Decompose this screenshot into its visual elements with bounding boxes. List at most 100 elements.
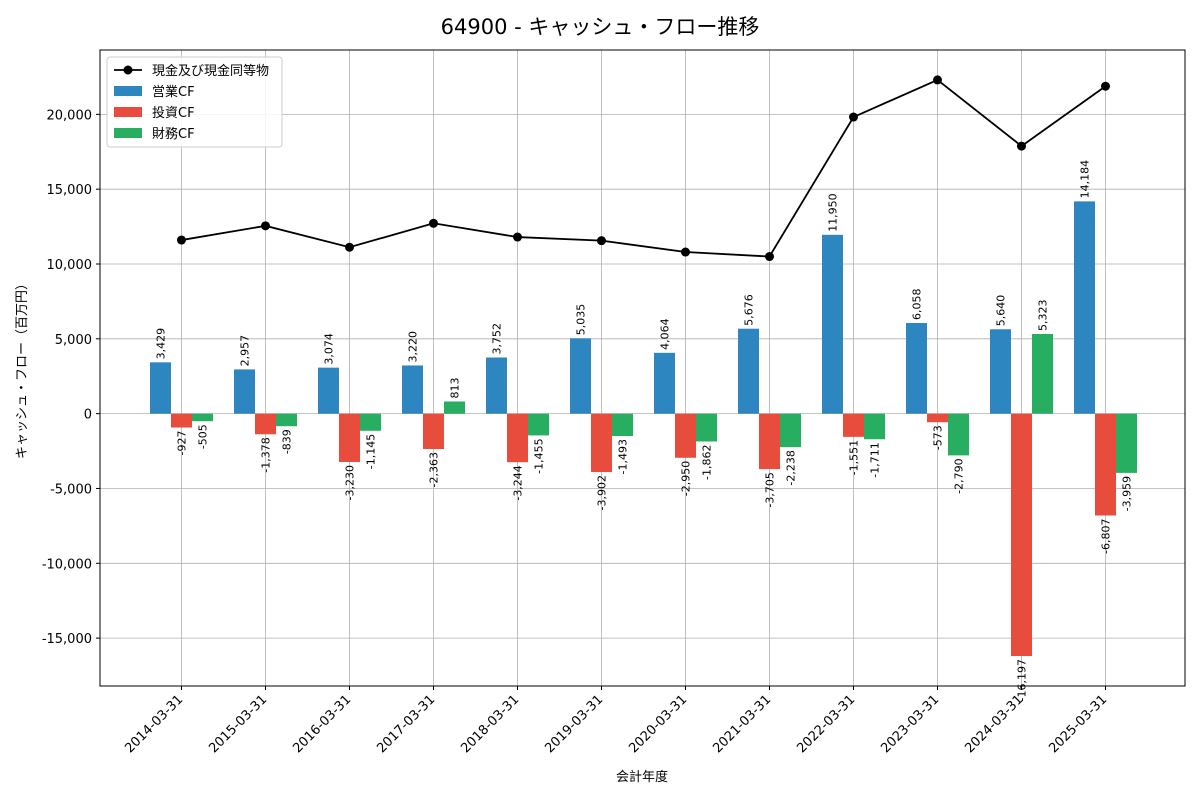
bar-label: -839 bbox=[281, 429, 294, 454]
bar-label: -573 bbox=[932, 425, 945, 450]
y-tick-label: -15,000 bbox=[42, 632, 92, 647]
bar-label: -2,790 bbox=[953, 458, 966, 493]
cash-point-2018-03-31 bbox=[513, 232, 522, 242]
bar-label: -927 bbox=[176, 431, 189, 456]
bar-財務CF-2025-03-31 bbox=[1116, 413, 1137, 473]
x-tick-label: 2017-03-31 bbox=[374, 692, 438, 756]
legend-label: 財務CF bbox=[152, 127, 195, 142]
bar-label: 5,035 bbox=[575, 304, 588, 336]
legend-swatch bbox=[114, 107, 142, 117]
bar-財務CF-2021-03-31 bbox=[780, 413, 801, 448]
bar-営業CF-2019-03-31 bbox=[570, 338, 591, 414]
bar-label: -2,950 bbox=[680, 461, 693, 496]
grid-lines bbox=[100, 50, 1185, 686]
cash-point-2017-03-31 bbox=[429, 218, 438, 228]
bar-label: 5,323 bbox=[1037, 299, 1050, 331]
bar-label: -3,959 bbox=[1121, 476, 1134, 511]
cash-point-2025-03-31 bbox=[1101, 81, 1110, 91]
bar-投資CF-2018-03-31 bbox=[507, 413, 528, 463]
bar-投資CF-2022-03-31 bbox=[843, 413, 864, 437]
cash-point-2016-03-31 bbox=[345, 242, 354, 252]
bar-営業CF-2022-03-31 bbox=[822, 234, 843, 414]
x-tick-label: 2015-03-31 bbox=[206, 692, 270, 756]
bar-営業CF-2016-03-31 bbox=[318, 367, 339, 414]
x-tick-label: 2022-03-31 bbox=[794, 692, 858, 756]
legend-label: 現金及び現金同等物 bbox=[152, 63, 269, 79]
bar-財務CF-2017-03-31 bbox=[444, 401, 465, 414]
bar-財務CF-2016-03-31 bbox=[360, 413, 381, 431]
cash-line bbox=[181, 78, 1107, 258]
y-tick-label: 5,000 bbox=[55, 333, 92, 348]
bar-label: -2,363 bbox=[428, 452, 441, 487]
x-tick-label: 2024-03-31 bbox=[962, 692, 1026, 756]
cash-line-layer bbox=[177, 75, 1110, 262]
bar-label: -2,238 bbox=[785, 450, 798, 485]
y-tick-label: 10,000 bbox=[47, 258, 93, 273]
bar-label: 14,184 bbox=[1079, 160, 1092, 199]
bar-財務CF-2023-03-31 bbox=[948, 413, 969, 456]
y-tick-label: -5,000 bbox=[50, 482, 92, 497]
bar-label: 813 bbox=[449, 377, 462, 398]
legend-box bbox=[106, 56, 283, 148]
bar-label: 3,074 bbox=[323, 333, 336, 365]
cash-point-2021-03-31 bbox=[765, 252, 774, 262]
x-tick-label: 2019-03-31 bbox=[542, 692, 606, 756]
legend-marker bbox=[123, 65, 133, 75]
bar-label: -1,145 bbox=[365, 434, 378, 469]
chart-title: 64900 - キャッシュ・フロー推移 bbox=[441, 15, 760, 39]
legend-swatch bbox=[114, 86, 142, 96]
bar-label: -1,455 bbox=[533, 438, 546, 473]
bar-label: -3,902 bbox=[596, 475, 609, 510]
bar-財務CF-2018-03-31 bbox=[528, 413, 549, 436]
x-tick-label: 2025-03-31 bbox=[1046, 692, 1110, 756]
x-tick-label: 2021-03-31 bbox=[710, 692, 774, 756]
legend-label: 営業CF bbox=[152, 84, 195, 100]
bar-投資CF-2017-03-31 bbox=[423, 413, 444, 450]
bar-label: 2,957 bbox=[239, 335, 252, 367]
bar-営業CF-2017-03-31 bbox=[402, 365, 423, 414]
bar-投資CF-2020-03-31 bbox=[675, 413, 696, 458]
bar-財務CF-2022-03-31 bbox=[864, 413, 885, 440]
y-tick-label: 0 bbox=[84, 408, 92, 423]
bar-label: 5,676 bbox=[743, 294, 756, 326]
bar-営業CF-2014-03-31 bbox=[150, 362, 171, 414]
bar-label: 3,220 bbox=[407, 331, 420, 363]
x-axis: 2014-03-31 2015-03-31 2016-03-31 2017-03-31… bbox=[122, 686, 1110, 756]
y-axis: -15,000 -10,000 -5,000 0 5,000 10,000 15,000 20… bbox=[42, 108, 100, 647]
bar-label: -505 bbox=[197, 424, 210, 449]
bar-財務CF-2020-03-31 bbox=[696, 413, 717, 442]
bar-投資CF-2016-03-31 bbox=[339, 413, 360, 462]
bar-labels-layer: 3,429 2,957 3,074 3,220 3,752 5,035 4,064 5,676… bbox=[155, 160, 1134, 702]
bar-営業CF-2023-03-31 bbox=[906, 322, 927, 414]
legend-swatch bbox=[114, 128, 142, 138]
cash-point-2022-03-31 bbox=[849, 112, 858, 122]
legend-label: 投資CF bbox=[152, 105, 195, 121]
cash-point-2015-03-31 bbox=[261, 221, 270, 231]
bar-営業CF-2020-03-31 bbox=[654, 352, 675, 414]
bar-財務CF-2019-03-31 bbox=[612, 413, 633, 436]
bar-営業CF-2021-03-31 bbox=[738, 328, 759, 414]
bar-営業CF-2025-03-31 bbox=[1074, 201, 1095, 414]
bar-label: 3,752 bbox=[491, 323, 504, 355]
bar-label: -1,711 bbox=[869, 442, 882, 477]
bar-営業CF-2024-03-31 bbox=[990, 329, 1011, 414]
x-tick-label: 2018-03-31 bbox=[458, 692, 522, 756]
x-tick-label: 2016-03-31 bbox=[290, 692, 354, 756]
bar-投資CF-2024-03-31 bbox=[1011, 413, 1032, 657]
bar-label: -1,378 bbox=[260, 437, 273, 472]
x-tick-label: 2014-03-31 bbox=[122, 692, 186, 756]
x-tick-label: 2023-03-31 bbox=[878, 692, 942, 756]
bar-投資CF-2019-03-31 bbox=[591, 413, 612, 473]
cash-point-2014-03-31 bbox=[177, 235, 186, 245]
bar-label: -3,705 bbox=[764, 472, 777, 507]
bar-label: -1,862 bbox=[701, 445, 714, 480]
cash-point-2020-03-31 bbox=[681, 247, 690, 257]
bar-財務CF-2015-03-31 bbox=[276, 413, 297, 427]
bar-label: -6,807 bbox=[1100, 519, 1113, 554]
bar-label: -1,551 bbox=[848, 440, 861, 475]
y-tick-label: 15,000 bbox=[47, 183, 93, 198]
bar-営業CF-2018-03-31 bbox=[486, 357, 507, 414]
y-tick-label: -10,000 bbox=[42, 557, 92, 572]
bar-投資CF-2021-03-31 bbox=[759, 413, 780, 470]
